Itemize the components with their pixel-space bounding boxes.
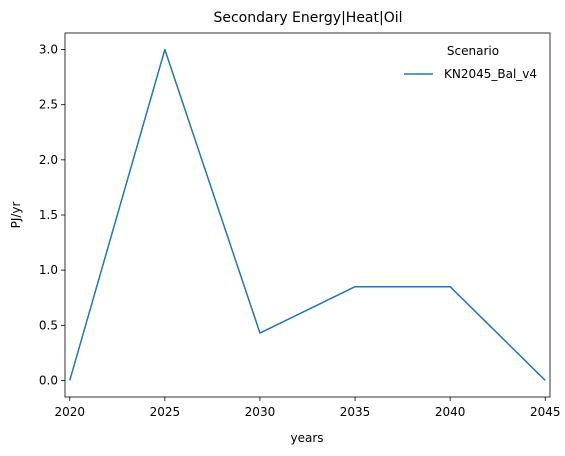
chart-title: Secondary Energy|Heat|Oil bbox=[213, 10, 402, 26]
legend-label: KN2045_Bal_v4 bbox=[444, 67, 537, 81]
y-tick-label: 0.5 bbox=[39, 318, 58, 332]
plot-area bbox=[69, 48, 546, 381]
y-axis-label: PJ/yr bbox=[9, 202, 23, 229]
x-tick-label: 2035 bbox=[340, 405, 371, 419]
y-tick-label: 2.5 bbox=[39, 98, 58, 112]
y-axis: 0.0 0.5 1.0 1.5 2.0 2.5 3.0 bbox=[39, 43, 65, 387]
x-tick-label: 2045 bbox=[530, 405, 561, 419]
x-axis-label: years bbox=[290, 431, 323, 445]
y-tick-label: 1.5 bbox=[39, 208, 58, 222]
x-tick-label: 2040 bbox=[435, 405, 466, 419]
x-axis: 2020 2025 2030 2035 2040 2045 bbox=[54, 397, 561, 419]
legend-title: Scenario bbox=[447, 44, 499, 58]
series-line bbox=[69, 48, 546, 381]
y-tick-label: 1.0 bbox=[39, 263, 58, 277]
legend: Scenario KN2045_Bal_v4 bbox=[404, 44, 537, 81]
y-tick-label: 0.0 bbox=[39, 373, 58, 387]
x-tick-label: 2030 bbox=[245, 405, 276, 419]
y-tick-label: 2.0 bbox=[39, 153, 58, 167]
x-tick-label: 2025 bbox=[150, 405, 181, 419]
y-tick-label: 3.0 bbox=[39, 43, 58, 57]
x-tick-label: 2020 bbox=[54, 405, 85, 419]
